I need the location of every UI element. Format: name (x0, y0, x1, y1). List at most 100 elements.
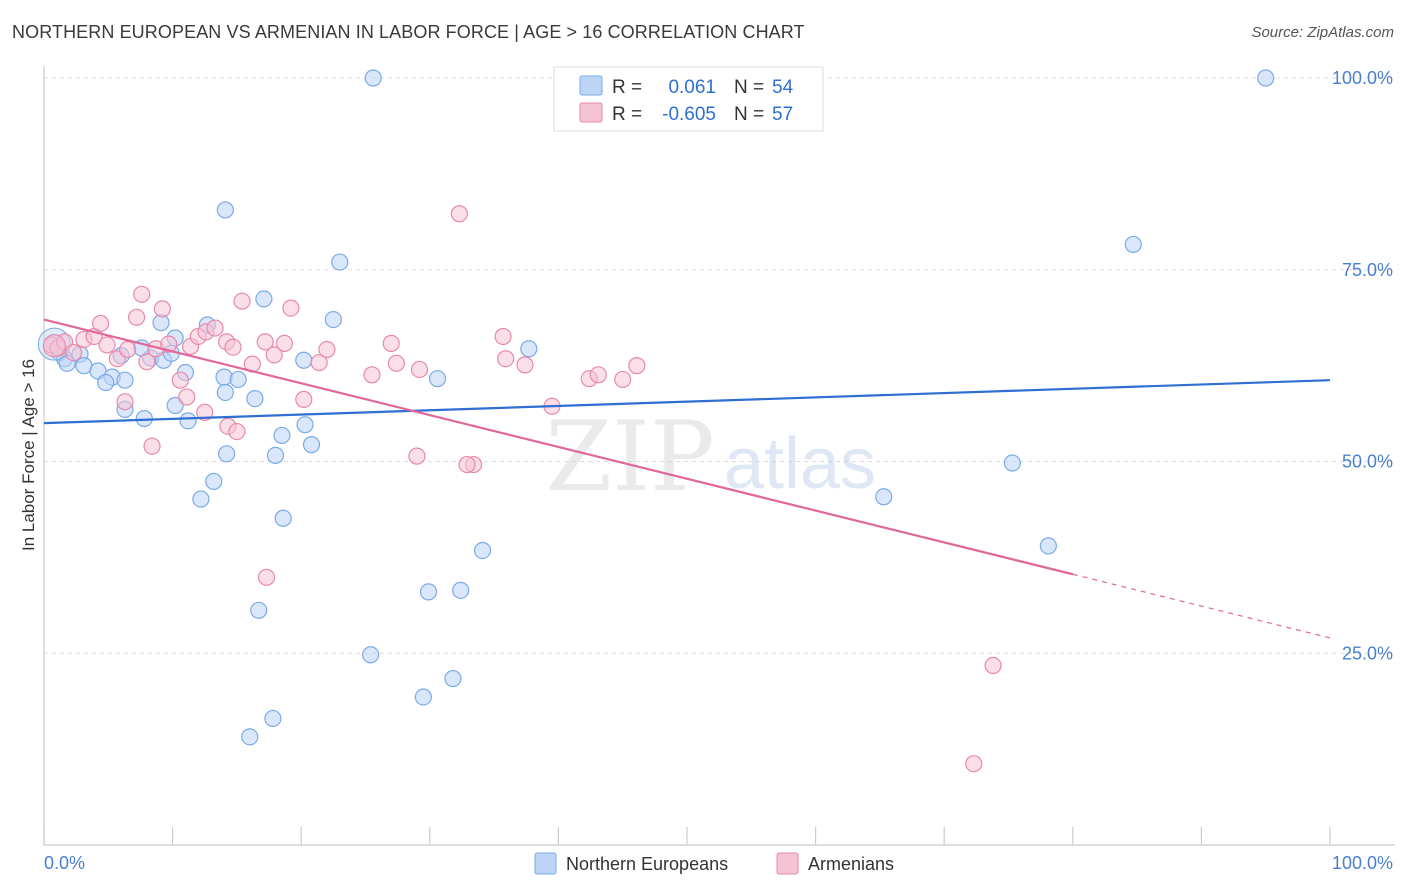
point-armenian (984, 656, 1002, 675)
point-armenian (196, 403, 214, 422)
legend-r-value-1: 0.061 (668, 77, 716, 98)
point-armenian (382, 334, 400, 352)
watermark-zip: ZIP (545, 401, 714, 513)
x-tick-label-max: 100.0% (1332, 853, 1393, 873)
legend-r-label-1: R = (612, 77, 642, 98)
point-armenian (628, 357, 646, 375)
point-northern-european (215, 368, 233, 386)
point-armenian (127, 308, 146, 326)
point-northern-european (428, 370, 447, 388)
point-armenian (310, 353, 328, 372)
axes (43, 66, 1395, 846)
watermark: ZIP atlas (545, 401, 876, 513)
legend-n-label-1: N = (734, 77, 764, 98)
point-northern-european (216, 383, 234, 402)
point-armenian (965, 755, 983, 773)
point-armenian (282, 299, 300, 317)
y-tick-label: 50.0% (1342, 452, 1393, 472)
point-armenian (91, 314, 110, 333)
point-northern-european (1257, 69, 1275, 87)
point-northern-european (205, 472, 223, 491)
point-northern-european (250, 601, 268, 619)
point-armenian (160, 335, 178, 353)
point-armenian (363, 366, 381, 384)
point-northern-european (1003, 454, 1021, 472)
series-legend: Northern Europeans Armenians (534, 852, 894, 875)
point-northern-european (216, 201, 234, 219)
point-armenian (295, 390, 313, 408)
point-armenian (178, 388, 196, 406)
point-northern-european (295, 351, 313, 369)
point-northern-european (255, 290, 273, 308)
point-armenian-cluster (42, 334, 66, 358)
point-northern-european (473, 541, 492, 560)
point-armenian (228, 422, 246, 441)
stats-legend: R = 0.061 N = 54 R = -0.605 N = 57 (553, 66, 824, 132)
point-northern-european (362, 646, 380, 664)
point-northern-european (414, 688, 432, 706)
bottom-legend-swatch-blue (534, 852, 557, 875)
point-armenian (256, 333, 274, 351)
point-armenian (387, 354, 405, 372)
point-armenian (153, 300, 171, 318)
chart-title: NORTHERN EUROPEAN VS ARMENIAN IN LABOR F… (12, 22, 805, 42)
point-armenian (171, 371, 189, 389)
point-armenian (497, 350, 515, 368)
trend-line-northern-europeans (43, 379, 1331, 425)
point-northern-european (179, 412, 197, 430)
legend-r-value-2: -0.605 (662, 104, 716, 125)
legend-r-label-2: R = (612, 104, 642, 125)
point-northern-european (324, 311, 342, 329)
point-northern-european (218, 445, 236, 463)
point-northern-european (264, 709, 282, 728)
source-label: Source: ZipAtlas.com (1251, 24, 1394, 41)
x-tick-label-min: 0.0% (44, 853, 85, 873)
y-axis-label: In Labor Force | Age > 16 (19, 359, 38, 551)
legend-swatch-pink (579, 102, 603, 123)
bottom-legend-armenians: Armenians (808, 854, 894, 874)
point-northern-european (452, 581, 470, 599)
point-northern-european (274, 509, 292, 527)
point-armenian (118, 340, 137, 359)
point-armenian (98, 336, 116, 354)
point-northern-european (302, 436, 321, 454)
trend-lines (43, 318, 1331, 639)
bottom-legend-northern-europeans: Northern Europeans (566, 854, 728, 874)
point-northern-european (1039, 537, 1057, 555)
point-armenian (206, 319, 224, 337)
point-armenian (410, 360, 429, 379)
point-northern-european (520, 340, 538, 358)
legend-n-label-2: N = (734, 104, 764, 125)
trend-line-armenians (43, 318, 1074, 576)
watermark-atlas: atlas (724, 424, 876, 504)
point-armenian (589, 366, 607, 384)
point-armenian (494, 327, 512, 346)
point-northern-european (364, 69, 382, 87)
point-armenian (614, 370, 632, 389)
y-tick-label: 25.0% (1342, 643, 1393, 663)
point-armenian (133, 285, 151, 303)
legend-swatch-blue (579, 75, 603, 96)
point-northern-european (331, 253, 349, 271)
legend-n-value-1: 54 (772, 77, 794, 98)
point-armenian (458, 455, 476, 474)
point-armenian (516, 356, 534, 374)
point-northern-european (116, 371, 134, 389)
point-armenian (450, 205, 468, 223)
point-northern-european (166, 396, 184, 415)
point-armenian (257, 568, 276, 586)
bottom-legend-swatch-pink (776, 852, 799, 875)
point-armenian (408, 447, 426, 465)
legend-n-value-2: 57 (772, 104, 793, 125)
point-northern-european (419, 583, 438, 601)
point-armenian (224, 338, 242, 356)
trend-line-armenians-extension (1072, 573, 1331, 639)
point-northern-european (875, 488, 893, 506)
point-armenian (265, 346, 283, 364)
point-northern-european (229, 370, 247, 389)
series-armenians (42, 205, 1002, 773)
point-northern-european (241, 728, 259, 746)
point-northern-european (97, 373, 115, 392)
y-tick-label: 100.0% (1332, 68, 1393, 88)
